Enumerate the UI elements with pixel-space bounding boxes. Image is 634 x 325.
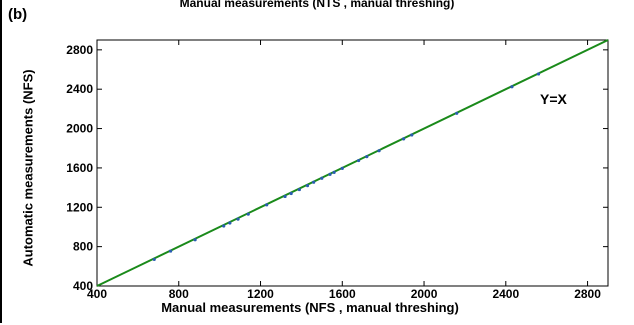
x-tick-label: 800 <box>169 287 189 301</box>
y-tick-label: 800 <box>73 240 93 254</box>
data-point <box>455 111 459 115</box>
panel-label: (b) <box>8 6 28 23</box>
data-point <box>328 172 332 176</box>
clipped-top-title: Manual measurements (NTS , manual thresh… <box>179 0 455 10</box>
y-tick-label: 1200 <box>66 200 93 214</box>
data-point <box>283 194 287 199</box>
data-point <box>410 133 414 137</box>
data-point <box>265 203 269 207</box>
data-point <box>289 191 293 196</box>
data-point <box>228 221 232 225</box>
data-point <box>236 217 240 221</box>
data-point <box>222 224 226 228</box>
x-tick-label: 1600 <box>329 287 356 301</box>
data-point <box>536 72 541 76</box>
data-point <box>193 238 197 242</box>
y-tick-label: 2400 <box>66 82 93 96</box>
x-axis-label: Manual measurements (NFS , manual thresh… <box>161 300 459 315</box>
data-point <box>320 176 324 180</box>
y-tick-label: 2800 <box>66 43 93 57</box>
x-tick-label: 1200 <box>247 287 274 301</box>
data-point <box>340 166 344 171</box>
data-point <box>357 158 361 163</box>
data-point <box>510 85 514 89</box>
data-point <box>377 149 381 153</box>
data-point <box>152 257 156 262</box>
y-tick-label: 400 <box>73 279 93 293</box>
y-tick-label: 1600 <box>66 161 93 175</box>
data-point <box>246 212 250 216</box>
y-tick-label: 2000 <box>66 122 93 136</box>
data-point <box>305 184 310 188</box>
data-point <box>312 180 316 184</box>
x-tick-label: 400 <box>87 287 107 301</box>
data-point <box>332 170 336 174</box>
identity-line-annotation: Y=X <box>540 91 567 107</box>
data-point <box>168 249 173 253</box>
data-point <box>402 137 406 141</box>
x-tick-label: 2400 <box>492 287 519 301</box>
x-tick-label: 2800 <box>574 287 601 301</box>
identity-line <box>96 39 609 287</box>
x-tick-label: 2000 <box>411 287 438 301</box>
data-point <box>297 187 301 192</box>
data-point <box>365 155 369 159</box>
